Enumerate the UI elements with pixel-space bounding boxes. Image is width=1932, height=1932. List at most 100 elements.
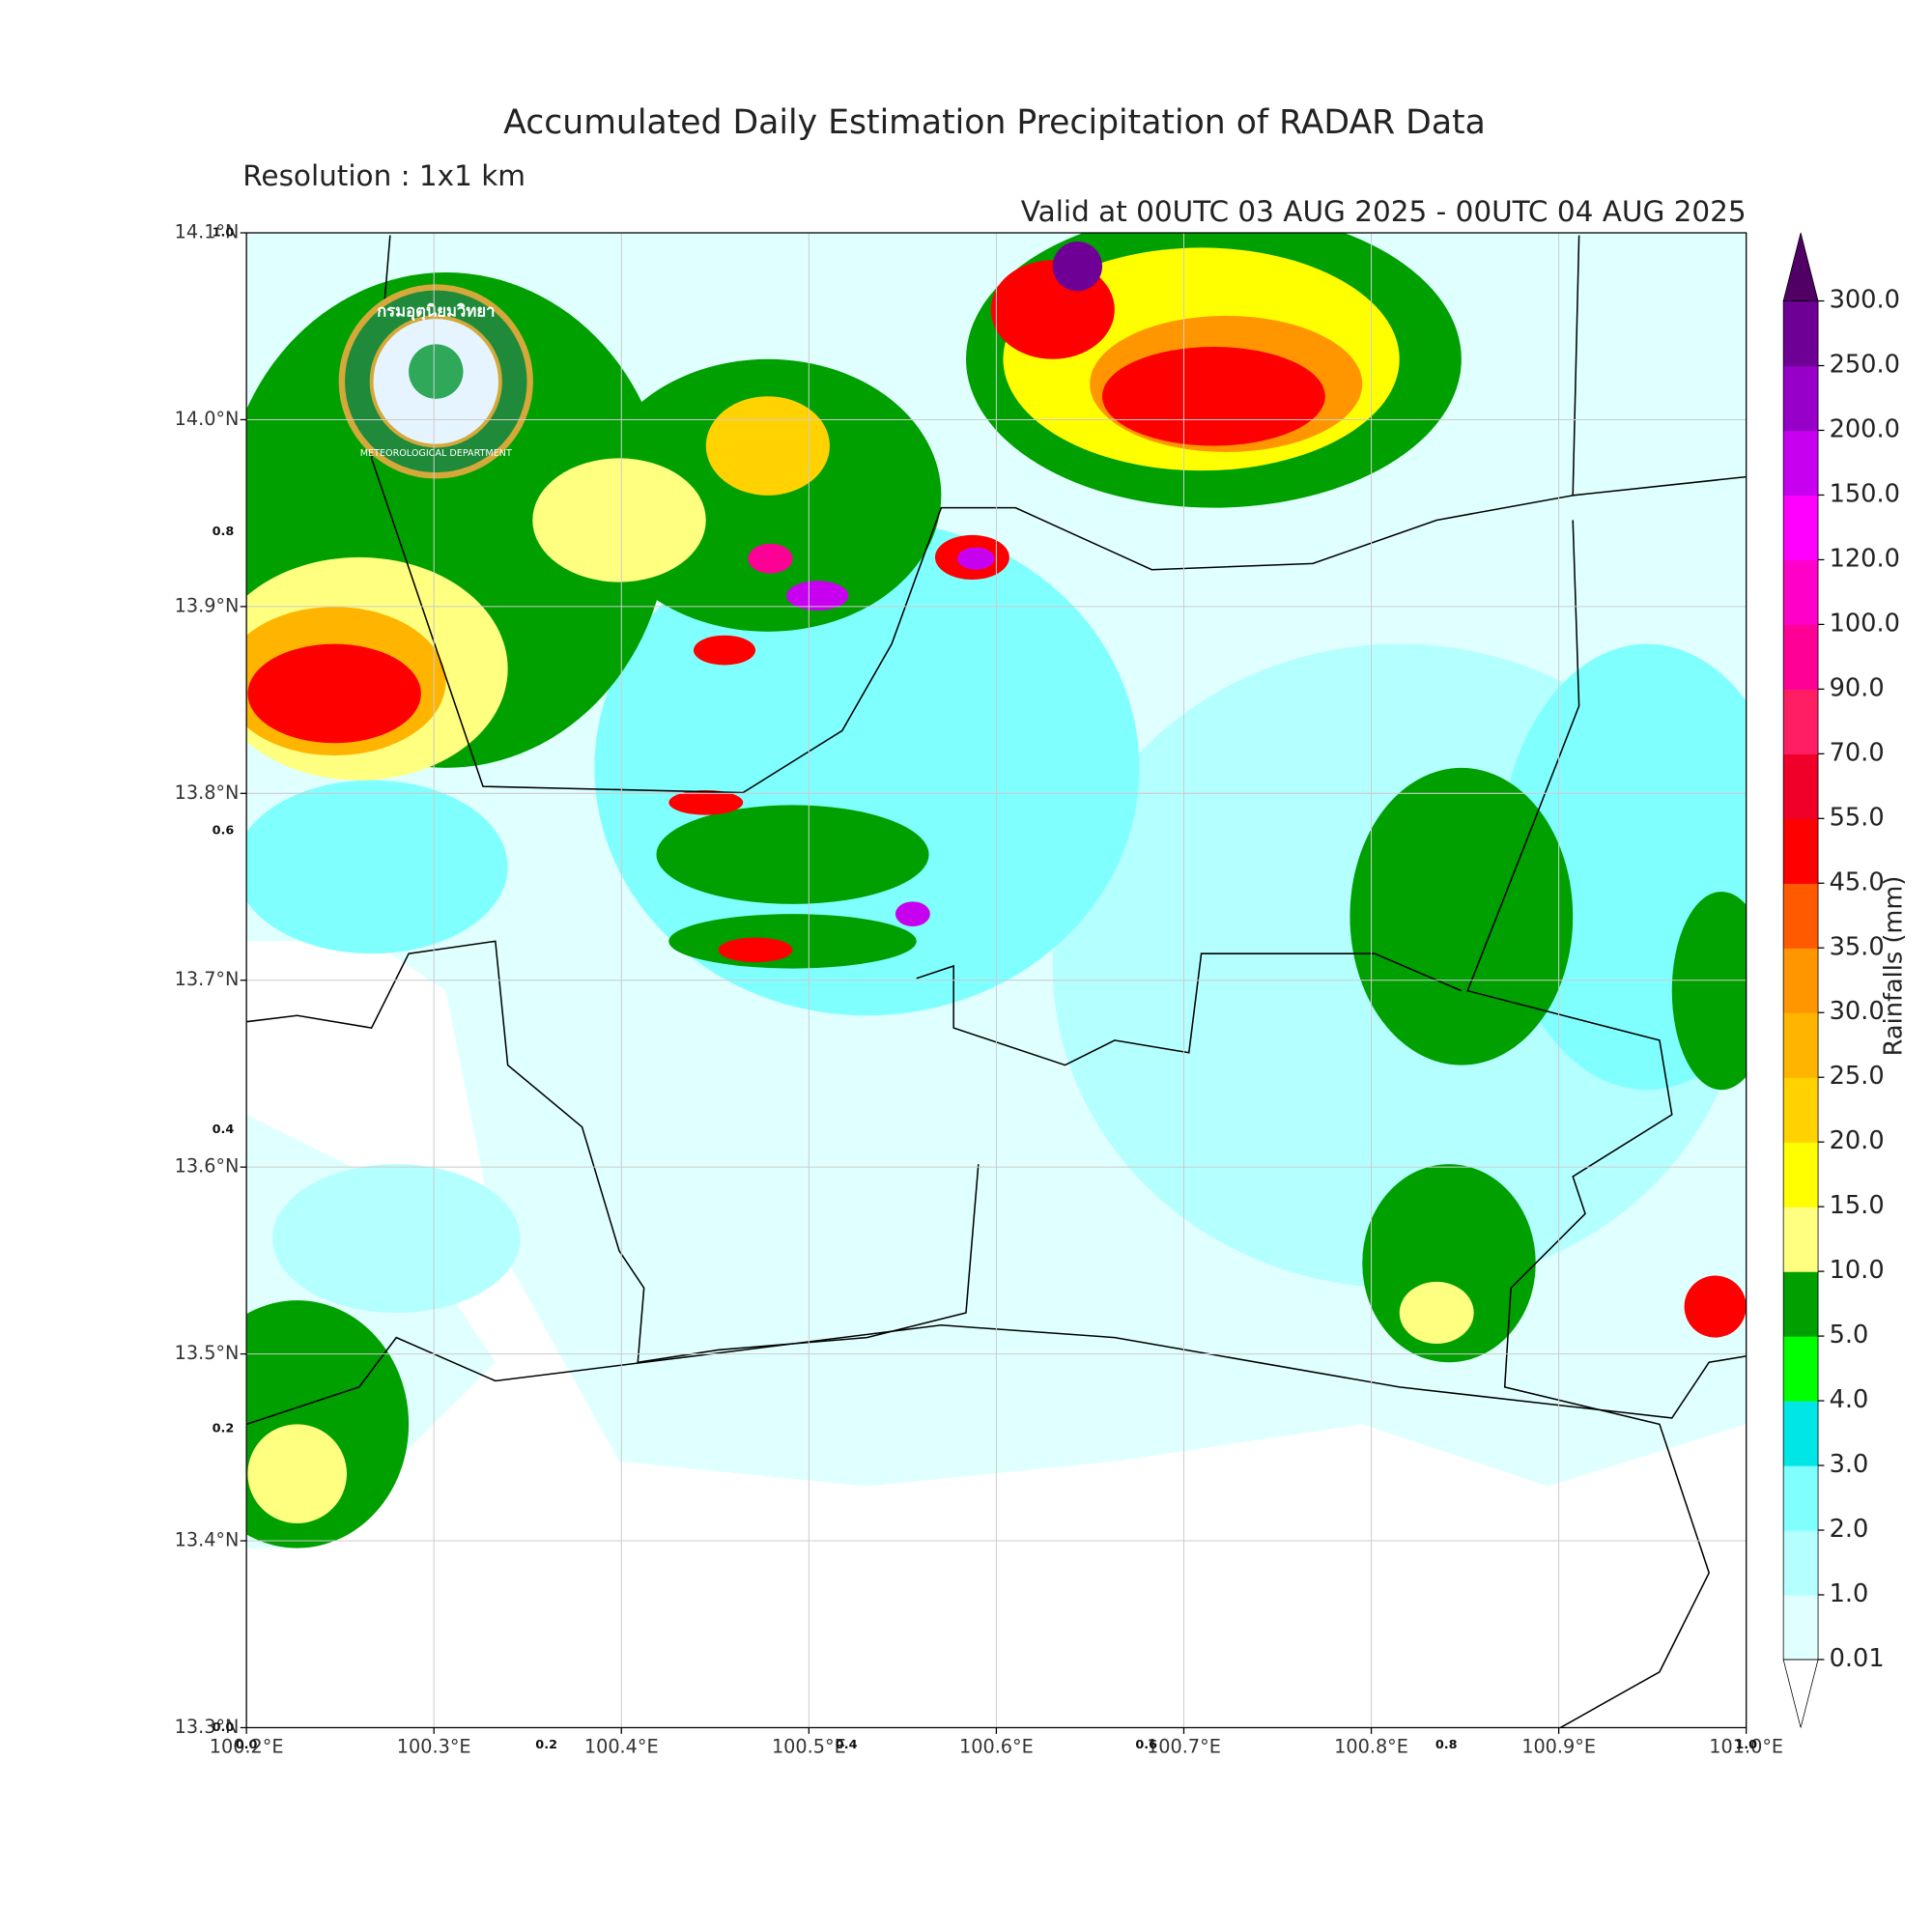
colorbar-segment bbox=[1783, 495, 1819, 561]
y-tick-label: 13.5°N bbox=[175, 1342, 240, 1364]
y-tick-label: 14.0°N bbox=[175, 408, 240, 430]
colorbar-tick-label: 100.0 bbox=[1830, 609, 1900, 638]
colorbar-tick-label: 1.0 bbox=[1830, 1579, 1869, 1608]
rain-area bbox=[247, 1424, 347, 1523]
colorbar-over bbox=[1782, 232, 1819, 301]
inner-y-tick-label: 0.6 bbox=[213, 823, 235, 838]
colorbar-segment bbox=[1783, 818, 1819, 884]
colorbar-segment bbox=[1783, 1336, 1819, 1402]
rain-area bbox=[668, 914, 917, 969]
colorbar-segment bbox=[1783, 624, 1819, 691]
x-tick-label: 100.9°E bbox=[1521, 1735, 1596, 1757]
rain-area bbox=[532, 458, 706, 582]
colorbar-tick-label: 55.0 bbox=[1830, 803, 1885, 832]
colorbar-tick-label: 250.0 bbox=[1830, 351, 1900, 380]
x-tick-label: 100.7°E bbox=[1147, 1735, 1221, 1757]
colorbar-tick-label: 200.0 bbox=[1830, 414, 1900, 443]
inner-x-tick-label: 0.4 bbox=[836, 1738, 858, 1752]
plot-frame bbox=[245, 232, 1747, 1729]
title: Accumulated Daily Estimation Precipitati… bbox=[503, 103, 1486, 142]
colorbar-tick-label: 15.0 bbox=[1830, 1191, 1885, 1220]
y-tick-label: 13.7°N bbox=[175, 968, 240, 990]
x-tick-label: 101.0°E bbox=[1709, 1735, 1783, 1757]
inner-x-tick-label: 0.0 bbox=[236, 1738, 258, 1752]
colorbar-tick-label: 20.0 bbox=[1830, 1126, 1885, 1155]
inner-x-tick-label: 1.0 bbox=[1735, 1738, 1757, 1752]
colorbar-tick-label: 0.01 bbox=[1830, 1644, 1885, 1673]
rain-area bbox=[272, 1164, 521, 1313]
colorbar-tick-label: 25.0 bbox=[1830, 1062, 1885, 1091]
colorbar-frame bbox=[1782, 300, 1819, 1661]
colorbar-segment bbox=[1783, 1401, 1819, 1466]
rain-area bbox=[656, 805, 929, 904]
colorbar-segment bbox=[1783, 1465, 1819, 1531]
rain-area bbox=[1684, 1275, 1747, 1338]
coastline bbox=[246, 1324, 1747, 1426]
colorbar-segment bbox=[1783, 300, 1819, 367]
inner-y-tick-label: 1.0 bbox=[213, 226, 235, 241]
inner-x-tick-label: 0.8 bbox=[1435, 1738, 1458, 1752]
rain-area bbox=[247, 643, 421, 744]
inner-x-tick-label: 0.2 bbox=[535, 1738, 557, 1752]
rain-area bbox=[786, 581, 849, 611]
rain-area bbox=[957, 547, 995, 570]
colorbar-tick-label: 3.0 bbox=[1830, 1450, 1869, 1479]
rain-area bbox=[718, 937, 793, 963]
colorbar-segment bbox=[1783, 1271, 1819, 1337]
y-tick-label: 13.3°N bbox=[175, 1716, 240, 1738]
colorbar-tick-label: 10.0 bbox=[1830, 1256, 1885, 1285]
colorbar-segment bbox=[1783, 689, 1819, 754]
colorbar-segment bbox=[1783, 559, 1819, 626]
inner-y-tick-label: 0.4 bbox=[213, 1122, 235, 1137]
colorbar-segment bbox=[1783, 365, 1819, 432]
x-tick-label: 100.5°E bbox=[772, 1735, 846, 1757]
colorbar-segment bbox=[1783, 948, 1819, 1013]
rain-area bbox=[748, 543, 793, 574]
colorbar-tick-label: 120.0 bbox=[1830, 544, 1900, 573]
logo: กรมอุตุนิยมวิทยา METEOROLOGICAL DEPARTME… bbox=[338, 284, 533, 479]
rain-area bbox=[668, 789, 744, 815]
y-tick-label: 13.8°N bbox=[175, 781, 240, 804]
rain-area bbox=[693, 635, 756, 666]
border bbox=[916, 952, 1463, 1066]
colorbar-tick-label: 2.0 bbox=[1830, 1515, 1869, 1544]
colorbar-segment bbox=[1783, 753, 1819, 819]
colorbar-segment bbox=[1783, 1207, 1819, 1272]
logo-thai: กรมอุตุนิยมวิทยา bbox=[377, 302, 495, 322]
colorbar: 0.01 1.0 2.0 3.0 4.0 5.0 10.0 15.0 20.0 25.0 30.0 3… bbox=[1782, 232, 1900, 1728]
colorbar-tick-label: 5.0 bbox=[1830, 1321, 1869, 1350]
inner-y-tick-label: 0.2 bbox=[213, 1421, 235, 1435]
rain-area bbox=[246, 780, 508, 954]
colorbar-segment bbox=[1783, 1012, 1819, 1078]
inner-y-tick-label: 0.0 bbox=[213, 1720, 235, 1735]
logo-figure bbox=[409, 344, 464, 399]
y-tick-label: 13.4°N bbox=[175, 1529, 240, 1551]
rain-area bbox=[1052, 242, 1103, 292]
colorbar-under bbox=[1782, 1659, 1819, 1728]
colorbar-segment bbox=[1783, 1077, 1819, 1143]
rain-area bbox=[1350, 767, 1574, 1065]
colorbar-tick-label: 70.0 bbox=[1830, 738, 1885, 767]
rain-area bbox=[1399, 1281, 1474, 1345]
rain-area bbox=[1102, 346, 1325, 446]
rain-area bbox=[895, 901, 930, 926]
valid-time: Valid at 00UTC 03 AUG 2025 - 00UTC 04 AU… bbox=[1021, 195, 1747, 228]
colorbar-tick-label: 35.0 bbox=[1830, 932, 1885, 961]
subtitle: Resolution : 1x1 km bbox=[242, 159, 526, 192]
x-tick-label: 100.2°E bbox=[210, 1735, 284, 1757]
colorbar-segment bbox=[1783, 1594, 1819, 1661]
colorbar-segment bbox=[1783, 1142, 1819, 1208]
y-tick-label: 14.1°N bbox=[175, 221, 240, 243]
rain-area bbox=[1671, 892, 1747, 1091]
x-tick-label: 100.6°E bbox=[959, 1735, 1034, 1757]
colorbar-label: Rainfalls (mm) bbox=[1880, 876, 1909, 1057]
y-tick-label: 13.6°N bbox=[175, 1155, 240, 1178]
rain-area bbox=[705, 396, 830, 496]
colorbar-segment bbox=[1783, 1530, 1819, 1596]
x-tick-label: 100.3°E bbox=[397, 1735, 471, 1757]
colorbar-segment bbox=[1783, 430, 1819, 497]
colorbar-tick-label: 90.0 bbox=[1830, 673, 1885, 702]
colorbar-tick-label: 4.0 bbox=[1830, 1385, 1869, 1414]
colorbar-tick-label: 150.0 bbox=[1830, 479, 1900, 508]
logo-english: METEOROLOGICAL DEPARTMENT bbox=[360, 448, 512, 459]
